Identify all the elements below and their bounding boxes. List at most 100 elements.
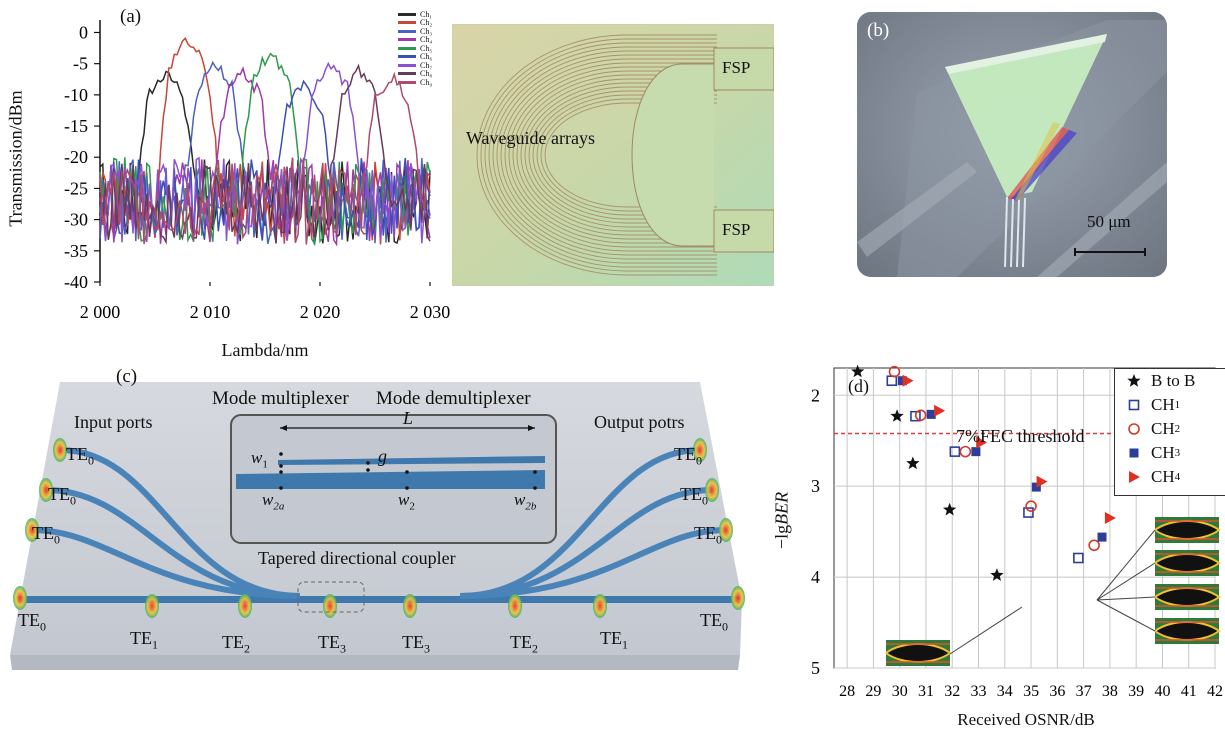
legend-swatch <box>398 46 416 50</box>
panel-d-legend: B to B CH 1 CH 2 CH 3 CH 4 <box>1114 368 1225 496</box>
x-tick-label: 2 020 <box>300 302 341 322</box>
legend-text: Ch₆ <box>420 52 433 62</box>
y-tick-label: 2 <box>811 385 820 405</box>
data-point <box>1073 552 1084 564</box>
legend-text: B to B <box>1151 371 1196 390</box>
x-tick-label: 2 030 <box>410 302 450 322</box>
legend-swatch <box>398 29 416 33</box>
mode-order-subscript: 2 <box>532 641 538 656</box>
x-tick-label: 41 <box>1181 683 1197 700</box>
eye-diagram-channel <box>1154 618 1221 644</box>
legend-text: Ch₃ <box>420 26 433 36</box>
grating-sem-image <box>857 12 1167 277</box>
legend-entry: CH 1 <box>1115 393 1225 417</box>
mode-profile <box>508 594 522 618</box>
mode-base-text: TE <box>318 632 340 652</box>
legend-subscript: 1 <box>1174 399 1181 411</box>
legend-swatch <box>398 80 416 84</box>
mode-profile <box>13 586 27 610</box>
eye-diagram-channel <box>1154 517 1221 543</box>
legend-entry: Ch₂ <box>398 18 448 27</box>
x-tick-label: 2 010 <box>190 302 231 322</box>
y-tick-label: -10 <box>64 85 88 105</box>
legend-swatch <box>398 38 416 42</box>
waveguide-arc <box>488 46 717 264</box>
waveguide-arc <box>532 90 717 220</box>
data-point <box>1097 532 1107 542</box>
y-tick-label: -40 <box>64 272 88 292</box>
legend-entry: CH 4 <box>1115 465 1225 489</box>
data-point <box>906 456 920 470</box>
mode-base-text: TE <box>66 444 88 464</box>
input-port-mode-label: TE0 <box>66 444 94 469</box>
waveguide-arc <box>500 58 717 252</box>
data-point <box>943 502 957 516</box>
eye-opening <box>1154 587 1221 607</box>
mode-multiplexer-title: Mode multiplexer <box>212 388 349 409</box>
waveguide-arc <box>476 34 717 276</box>
bus-mode-label: TE1 <box>130 628 158 653</box>
panel-c-schematic: (c) Mode multiplexer Mode demultiplexer … <box>0 366 760 700</box>
w1-symbol: w1 <box>251 448 268 471</box>
x-tick-label: 35 <box>1023 683 1039 700</box>
legend-text: Ch₈ <box>420 69 433 79</box>
w2b-symbol: w2b <box>514 490 537 513</box>
panel-d-label: (d) <box>848 376 869 396</box>
waveguide-arc <box>516 74 717 236</box>
mode-order-subscript: 0 <box>40 619 46 634</box>
fsp-slab <box>631 63 714 247</box>
data-point <box>1023 507 1034 518</box>
series-line <box>99 61 431 245</box>
output-port-mode-label: TE0 <box>700 610 728 635</box>
data-point <box>1104 512 1116 524</box>
x-tick-label: 33 <box>971 683 987 700</box>
eye-opening <box>1154 553 1221 573</box>
legend-entry: Ch₄ <box>398 35 448 44</box>
data-point <box>959 445 972 458</box>
legend-marker <box>1129 448 1139 458</box>
panel-a-ylabel: Transmission/dBm <box>5 90 26 227</box>
fec-threshold-label: 7%FEC threshold <box>956 426 1085 446</box>
mode-base-text: TE <box>680 484 702 504</box>
bus-mode-label: TE1 <box>600 628 628 653</box>
panel-a-legend: Ch₁ Ch₂ Ch₃ Ch₄ Ch₅ Ch₆ Ch₇ Ch₈ Ch₉ <box>398 10 448 140</box>
x-tick-label: 37 <box>1076 683 1092 700</box>
x-tick-label: 34 <box>997 683 1013 700</box>
mode-base-text: TE <box>694 523 716 543</box>
w2-symbol: w2 <box>398 490 415 513</box>
data-point <box>1036 475 1048 488</box>
panel-d-xlabel: Received OSNR/dB <box>957 710 1095 729</box>
legend-swatch <box>398 12 416 16</box>
y-tick-label: -35 <box>64 241 88 261</box>
data-point <box>1088 539 1100 552</box>
eye-connector <box>949 606 1023 655</box>
legend-entry: Ch₁ <box>398 10 448 19</box>
x-tick-label: 38 <box>1102 683 1118 700</box>
waveguide-arc <box>540 98 717 212</box>
mode-base-text: TE <box>402 632 424 652</box>
mode-order-subscript: 0 <box>722 619 728 634</box>
mode-profile <box>705 478 719 502</box>
legend-marker-shape <box>1127 374 1141 387</box>
mode-order-subscript: 1 <box>622 637 628 652</box>
data-point <box>1025 500 1037 512</box>
legend-swatch <box>398 55 416 59</box>
mode-order-subscript: 0 <box>696 453 702 468</box>
waveguide-arc <box>496 54 717 256</box>
mode-profile <box>145 594 159 618</box>
mode-order-subscript: 0 <box>88 453 94 468</box>
mode-base-text: TE <box>32 523 54 543</box>
eye-diagram-channel <box>1154 584 1221 610</box>
mode-order-subscript: 1 <box>152 637 158 652</box>
x-tick-label: 28 <box>839 683 855 700</box>
x-tick-label: 31 <box>918 683 934 700</box>
mode-order-subscript: 3 <box>424 641 430 656</box>
legend-entry: Ch₃ <box>398 27 448 36</box>
output-port-mode-label: TE0 <box>680 484 708 509</box>
y-tick-label: -5 <box>73 54 88 74</box>
waveguide-arc <box>484 42 717 268</box>
data-point <box>934 404 946 417</box>
panel-b-label: (b) <box>867 20 890 41</box>
input-port-mode-label: TE0 <box>18 610 46 635</box>
legend-entry: Ch₅ <box>398 44 448 53</box>
